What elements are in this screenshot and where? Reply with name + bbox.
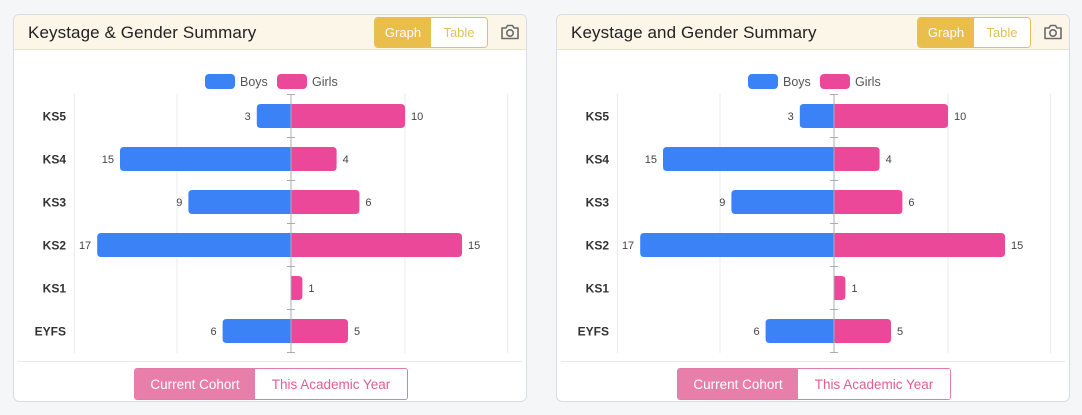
data-label-boys: 3 <box>245 111 251 123</box>
legend-swatch-boys <box>748 74 778 89</box>
data-label-boys: 6 <box>210 326 216 338</box>
data-label-boys: 17 <box>622 240 634 252</box>
academic-year-button[interactable]: This Academic Year <box>255 369 407 399</box>
footer-divider <box>18 361 522 362</box>
bar-boys <box>731 190 834 214</box>
data-label-girls: 10 <box>411 111 423 123</box>
data-label-girls: 1 <box>308 283 314 295</box>
data-label-boys: 15 <box>102 154 114 166</box>
bar-boys <box>97 233 291 257</box>
data-label-boys: 17 <box>79 240 91 252</box>
bar-girls <box>291 319 348 343</box>
legend-label-girls: Girls <box>855 75 881 89</box>
cohort-toggle: Current Cohort This Academic Year <box>677 368 951 400</box>
bar-girls <box>834 104 948 128</box>
table-button[interactable]: Table <box>431 18 487 47</box>
card-title: Keystage and Gender Summary <box>571 23 817 42</box>
category-label: KS1 <box>43 282 67 296</box>
cohort-toggle: Current Cohort This Academic Year <box>134 368 408 400</box>
data-label-boys: 9 <box>176 197 182 209</box>
table-button[interactable]: Table <box>974 18 1030 47</box>
data-label-boys: 15 <box>645 154 657 166</box>
graph-button[interactable]: Graph <box>375 18 431 47</box>
bar-boys <box>799 104 834 128</box>
bar-boys <box>663 147 834 171</box>
data-label-girls: 10 <box>954 111 966 123</box>
data-label-boys: 3 <box>788 111 794 123</box>
bar-boys <box>640 233 834 257</box>
data-label-girls: 4 <box>886 154 892 166</box>
keystage-gender-chart: Boys Girls KS5 3 10 KS4 15 4 KS3 9 6 KS2 17 15 KS1 1 EYF… <box>35 74 509 353</box>
category-label: KS3 <box>586 196 610 210</box>
bar-boys <box>765 319 834 343</box>
chart-legend: Boys Girls <box>205 74 338 89</box>
category-label: KS4 <box>586 153 610 167</box>
category-label: KS3 <box>43 196 67 210</box>
category-label: KS2 <box>586 239 610 253</box>
category-label: KS1 <box>586 282 610 296</box>
camera-icon[interactable] <box>500 23 520 41</box>
summary-card-2: Keystage and Gender Summary Graph Table … <box>556 14 1070 402</box>
data-label-girls: 6 <box>365 197 371 209</box>
data-label-boys: 9 <box>719 197 725 209</box>
bar-girls <box>291 147 337 171</box>
bar-girls <box>834 233 1005 257</box>
bar-girls <box>834 147 880 171</box>
bar-boys <box>222 319 291 343</box>
category-label: KS2 <box>43 239 67 253</box>
bar-girls <box>291 104 405 128</box>
legend-swatch-girls <box>277 74 307 89</box>
bar-girls <box>291 233 462 257</box>
bar-girls <box>291 276 303 300</box>
data-label-girls: 1 <box>851 283 857 295</box>
current-cohort-button[interactable]: Current Cohort <box>678 369 798 399</box>
category-label: KS5 <box>586 110 610 124</box>
chart-legend: Boys Girls <box>748 74 881 89</box>
legend-swatch-boys <box>205 74 235 89</box>
category-label: KS4 <box>43 153 67 167</box>
legend-label-girls: Girls <box>312 75 338 89</box>
academic-year-button[interactable]: This Academic Year <box>798 369 950 399</box>
card-title: Keystage & Gender Summary <box>28 23 257 42</box>
summary-card-1: Keystage & Gender Summary Graph Table Bo… <box>13 14 527 402</box>
footer-divider <box>561 361 1065 362</box>
bar-girls <box>834 319 891 343</box>
category-label: KS5 <box>43 110 67 124</box>
card-header: Keystage & Gender Summary Graph Table <box>14 15 526 50</box>
data-label-girls: 5 <box>897 326 903 338</box>
category-label: EYFS <box>35 325 66 339</box>
data-label-girls: 4 <box>343 154 349 166</box>
bar-boys <box>256 104 291 128</box>
bar-girls <box>291 190 360 214</box>
bar-boys <box>120 147 291 171</box>
current-cohort-button[interactable]: Current Cohort <box>135 369 255 399</box>
legend-label-boys: Boys <box>783 75 811 89</box>
data-label-girls: 15 <box>1011 240 1023 252</box>
graph-button[interactable]: Graph <box>918 18 974 47</box>
category-label: EYFS <box>578 325 609 339</box>
bar-girls <box>834 276 846 300</box>
bar-girls <box>834 190 903 214</box>
card-header: Keystage and Gender Summary Graph Table <box>557 15 1069 50</box>
data-label-girls: 5 <box>354 326 360 338</box>
camera-icon[interactable] <box>1043 23 1063 41</box>
view-toggle: Graph Table <box>374 17 488 48</box>
keystage-gender-chart: Boys Girls KS5 3 10 KS4 15 4 KS3 9 6 KS2 17 15 KS1 1 EYF… <box>578 74 1052 353</box>
data-label-girls: 6 <box>908 197 914 209</box>
data-label-girls: 15 <box>468 240 480 252</box>
legend-swatch-girls <box>820 74 850 89</box>
data-label-boys: 6 <box>753 326 759 338</box>
legend-label-boys: Boys <box>240 75 268 89</box>
bar-boys <box>188 190 291 214</box>
view-toggle: Graph Table <box>917 17 1031 48</box>
